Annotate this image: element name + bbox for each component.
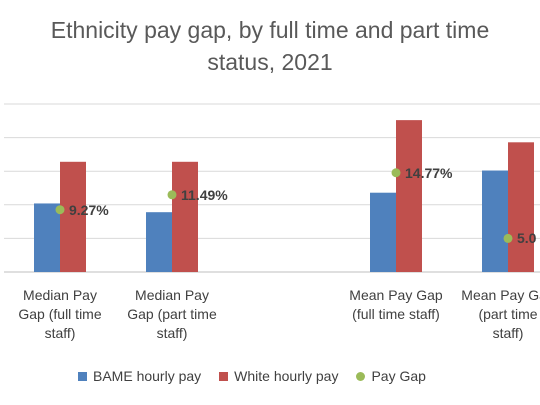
bar-bame-hourly-pay bbox=[34, 203, 60, 272]
category-label-line: Mean Pay Gap bbox=[461, 287, 540, 303]
legend-swatch-white bbox=[219, 371, 229, 381]
bar-white-hourly-pay bbox=[508, 142, 534, 272]
category-label: Mean Pay Gap (full time staff) bbox=[342, 286, 450, 343]
pay-gap-data-label: 5.0 bbox=[517, 230, 537, 247]
category-label-line: staff) bbox=[492, 325, 524, 341]
chart-title-line-1: Ethnicity pay gap, by full time and part… bbox=[50, 17, 490, 43]
category-label-line bbox=[342, 324, 450, 343]
category-label-line: staff) bbox=[44, 325, 76, 341]
legend-item-pay-gap: Pay Gap bbox=[356, 368, 426, 384]
pay-gap-data-label: 11.49% bbox=[181, 186, 228, 203]
bar-bame-hourly-pay bbox=[146, 212, 172, 272]
category-label: Median Pay Gap (full time staff) bbox=[6, 286, 114, 343]
category-label-line: Median Pay bbox=[135, 287, 209, 303]
category-label-line: Mean Pay Gap bbox=[349, 287, 443, 303]
legend-label-pay-gap: Pay Gap bbox=[371, 368, 426, 384]
legend-swatch-bame bbox=[78, 371, 87, 381]
category-label-line: Gap (full time bbox=[18, 306, 102, 322]
category-label-line: staff) bbox=[156, 325, 188, 341]
bar-white-hourly-pay bbox=[172, 161, 198, 272]
legend-label-white: White hourly pay bbox=[234, 368, 339, 384]
bar-white-hourly-pay bbox=[396, 120, 422, 273]
legend: BAME hourly pay White hourly pay Pay Gap bbox=[78, 368, 444, 384]
category-label-line: (part time bbox=[478, 306, 538, 322]
category-label: Median Pay Gap (part time staff) bbox=[118, 286, 226, 343]
bar-white-hourly-pay bbox=[60, 161, 86, 272]
pay-gap-marker bbox=[167, 190, 177, 200]
category-label: Mean Pay Gap (part time staff) bbox=[454, 286, 540, 343]
category-label-line: Gap (part time bbox=[127, 306, 217, 322]
chart-title: Ethnicity pay gap, by full time and part… bbox=[0, 14, 540, 78]
category-label-line: Median Pay bbox=[23, 287, 97, 303]
pay-gap-data-label: 14.77% bbox=[405, 164, 453, 181]
chart-title-line-2: status, 2021 bbox=[207, 49, 333, 75]
legend-marker-pay-gap bbox=[356, 371, 366, 381]
legend-label-bame: BAME hourly pay bbox=[93, 368, 202, 384]
pay-gap-data-label: 9.27% bbox=[69, 201, 109, 218]
pay-gap-marker bbox=[55, 205, 65, 215]
legend-item-white: White hourly pay bbox=[219, 368, 338, 384]
bar-bame-hourly-pay bbox=[370, 192, 396, 272]
pay-gap-marker bbox=[503, 233, 513, 243]
bar-bame-hourly-pay bbox=[482, 170, 508, 272]
category-label-line: (full time staff) bbox=[352, 306, 440, 322]
legend-item-bame: BAME hourly pay bbox=[78, 368, 201, 384]
pay-gap-marker bbox=[391, 168, 401, 178]
